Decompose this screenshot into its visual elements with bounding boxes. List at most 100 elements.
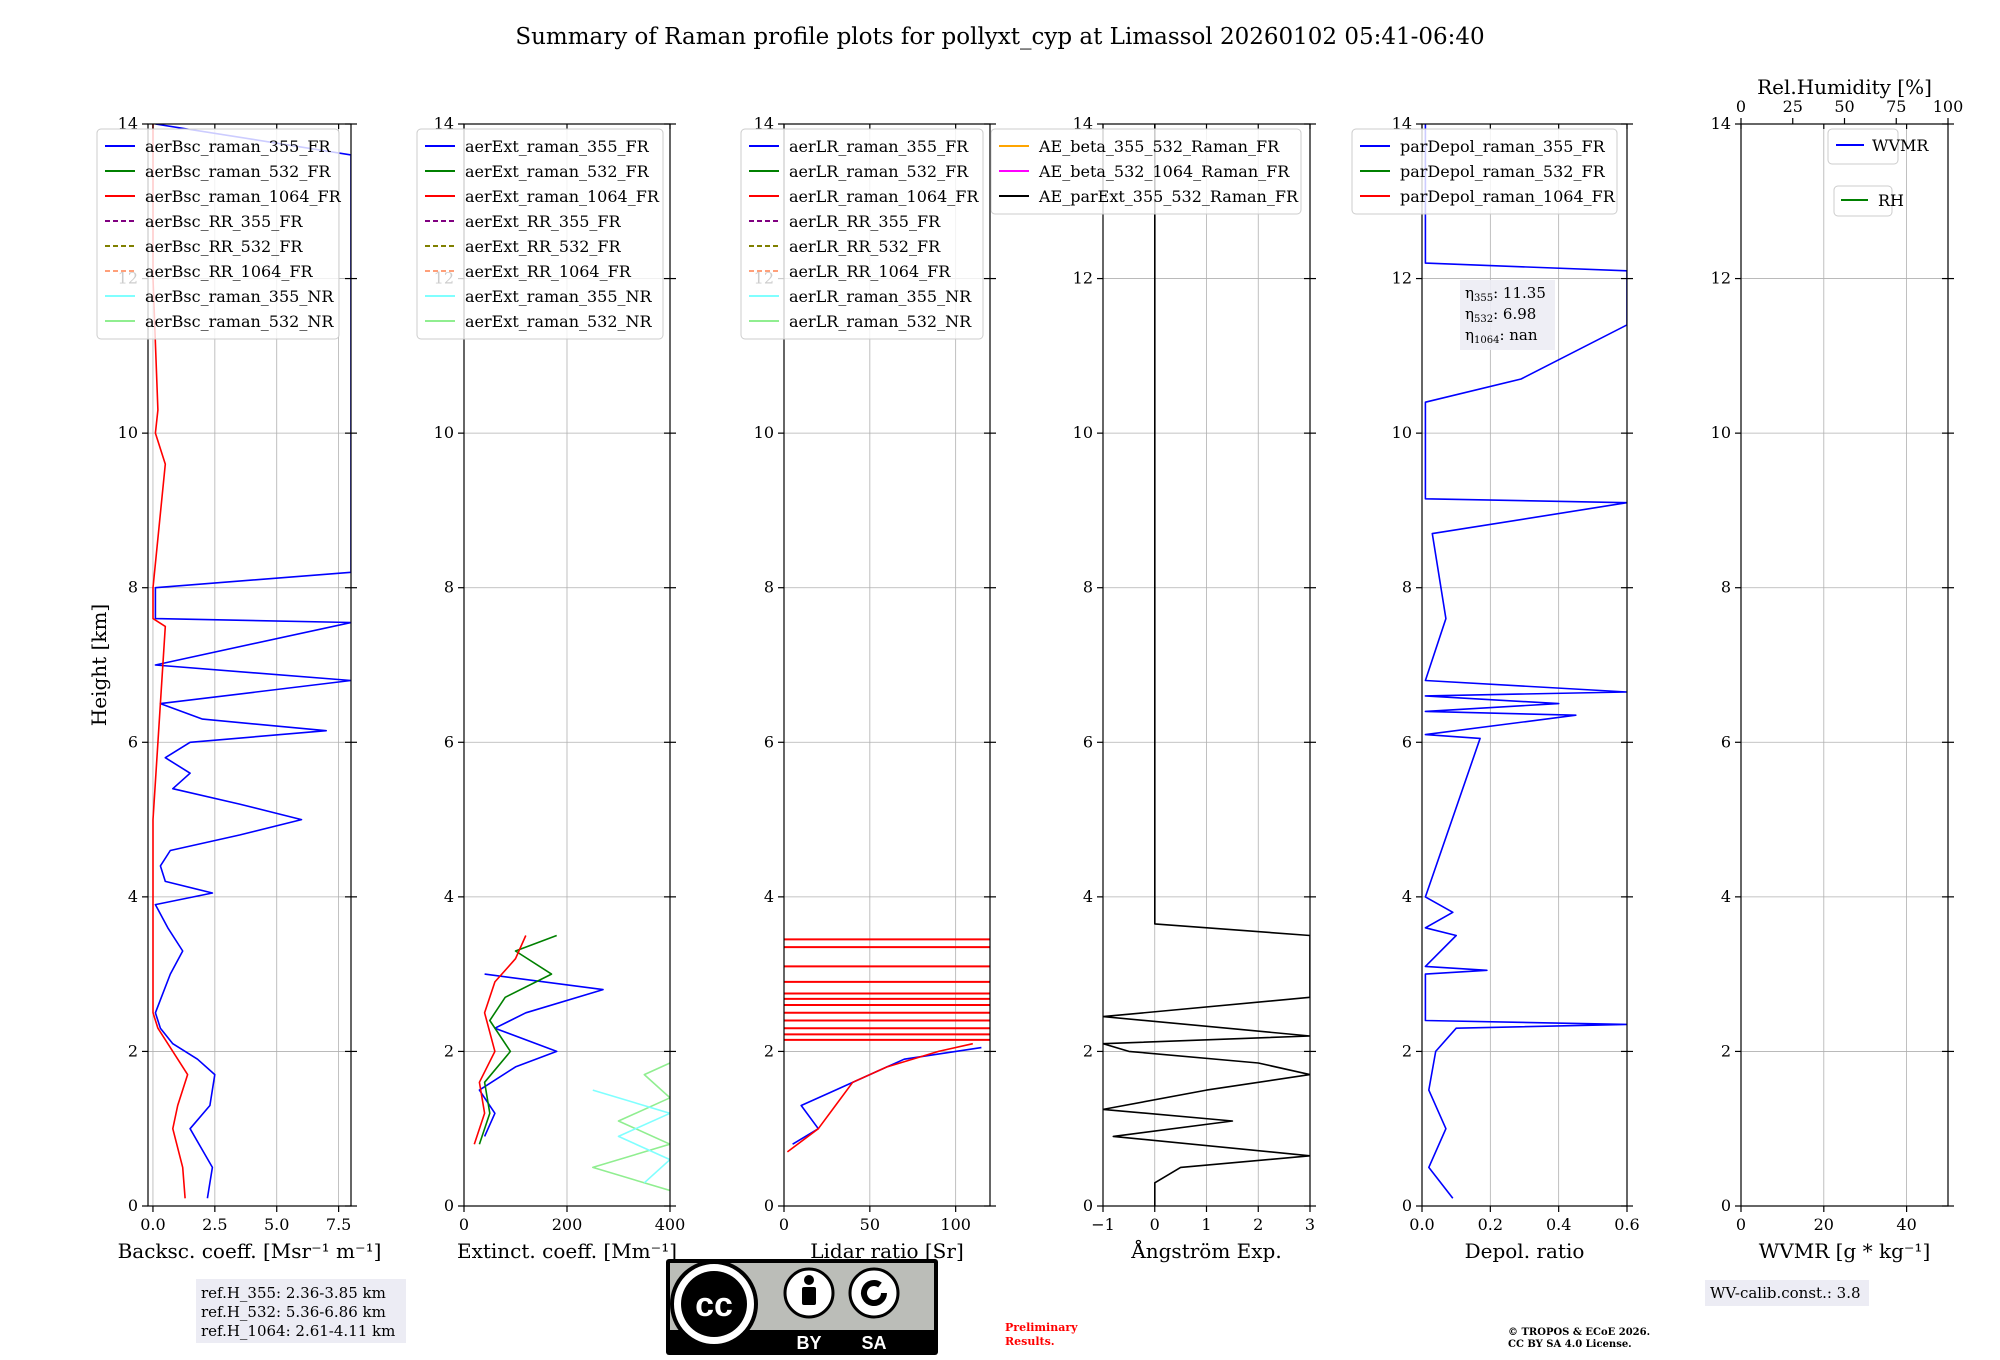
y-tick-label: 6 — [1083, 732, 1093, 751]
legend-entry: aerExt_raman_1064_FR — [465, 187, 660, 206]
top-tick-label: 100 — [1933, 97, 1964, 116]
y-tick-label: 6 — [444, 732, 454, 751]
legend-entry: aerBsc_RR_1064_FR — [145, 262, 314, 281]
legend-box — [1827, 128, 1899, 165]
legend-lr: aerLR_raman_355_FR aerLR_raman_532_FR aerL… — [740, 128, 984, 340]
legend-entry: aerBsc_raman_532_FR — [145, 162, 331, 181]
y-tick-label: 0 — [1721, 1196, 1731, 1215]
legend-dep: parDepol_raman_355_FR parDepol_raman_532_… — [1351, 128, 1618, 215]
y-tick-label: 6 — [1402, 732, 1412, 751]
ref-height-532: ref.H_532: 5.36-6.86 km — [201, 1303, 386, 1321]
y-tick-label: 14 — [1711, 114, 1731, 133]
y-tick-label: 2 — [1402, 1041, 1412, 1060]
series-group-ae — [1103, 124, 1310, 1206]
x-tick-label: 5.0 — [264, 1215, 289, 1234]
y-tick-label: 2 — [1083, 1041, 1093, 1060]
legend-entry: aerLR_RR_532_FR — [789, 237, 941, 256]
legend-entry: aerExt_RR_532_FR — [465, 237, 622, 256]
ref-heights-box: ref.H_355: 2.36-3.85 km ref.H_532: 5.36-… — [196, 1279, 406, 1343]
y-tick-label: 4 — [764, 887, 774, 906]
y-tick-label: 8 — [1402, 578, 1412, 597]
x-tick-label: 0 — [1150, 1215, 1160, 1234]
y-tick-label: 10 — [1711, 423, 1731, 442]
legend-entry: aerLR_raman_532_FR — [789, 162, 969, 181]
y-tick-label: 12 — [1392, 269, 1412, 288]
y-tick-label: 4 — [128, 887, 138, 906]
x-tick-label: 20 — [1814, 1215, 1834, 1234]
eta-box-background — [1460, 280, 1555, 350]
legend-entry: aerBsc_raman_532_NR — [145, 312, 334, 331]
x-tick-label: 40 — [1896, 1215, 1916, 1234]
x-tick-label: 0.4 — [1546, 1215, 1571, 1234]
copyright-line-2: CC BY SA 4.0 License. — [1508, 1339, 1632, 1350]
y-tick-label: 0 — [764, 1196, 774, 1215]
legend-box — [990, 128, 1302, 215]
series-group-ext — [473, 934, 670, 1192]
legend-entry: aerExt_RR_1064_FR — [465, 262, 632, 281]
y-axis-label: Height [km] — [87, 604, 111, 726]
series-line-aerExt_raman_532_NR — [591, 1062, 670, 1192]
preliminary-line-2: Results. — [1005, 1335, 1055, 1348]
x-tick-label: −1 — [1091, 1215, 1115, 1234]
axes-frame-dep — [1421, 123, 1628, 1207]
y-tick-label: 4 — [1402, 887, 1412, 906]
y-tick-label: 0 — [1083, 1196, 1093, 1215]
series-group-dep — [1424, 124, 1627, 1199]
series-line-aerLR_raman_355_FR — [792, 1046, 982, 1145]
sa-icon-arrow — [861, 1280, 887, 1306]
preliminary-line-1: Preliminary — [1005, 1321, 1078, 1334]
y-tick-label: 2 — [444, 1041, 454, 1060]
x-tick-label: 3 — [1305, 1215, 1315, 1234]
wv-calib-background — [1705, 1280, 1869, 1306]
x-tick-label: 7.5 — [326, 1215, 351, 1234]
panel-ext: 020040002468101214Extinct. coeff. [Mm⁻¹]… — [416, 114, 685, 1263]
legend-box — [416, 128, 664, 340]
series-line-aerExt_raman_355_NR — [592, 1089, 670, 1184]
panel-lr: 05010002468101214Lidar ratio [Sr]aerLR_r… — [740, 114, 996, 1263]
y-tick-label: 8 — [1721, 578, 1731, 597]
y-tick-label: 10 — [754, 423, 774, 442]
y-tick-label: 0 — [444, 1196, 454, 1215]
y-tick-label: 14 — [1073, 114, 1093, 133]
legend-entry: WVMR — [1872, 136, 1929, 155]
cc-logo-text: cc — [695, 1286, 733, 1324]
y-tick-label: 6 — [764, 732, 774, 751]
y-tick-label: 6 — [1721, 732, 1731, 751]
legend-box — [1351, 128, 1618, 215]
legend-bsc: aerBsc_raman_355_FR aerBsc_raman_532_FRae… — [96, 128, 342, 340]
y-tick-label: 10 — [434, 423, 454, 442]
y-tick-label: 14 — [434, 114, 454, 133]
grid-ae — [1102, 123, 1311, 1207]
legend-entry: aerExt_RR_355_FR — [465, 212, 622, 231]
top-axis-label: Rel.Humidity [%] — [1757, 75, 1932, 99]
x-tick-label: 200 — [552, 1215, 583, 1234]
legend-entry: AE_parExt_355_532_Raman_FR — [1038, 187, 1299, 206]
series-line-aerBsc_raman_1064_FR — [152, 124, 189, 1199]
legend-entry: aerLR_raman_1064_FR — [789, 187, 979, 206]
top-tick-label: 50 — [1834, 97, 1854, 116]
y-tick-label: 4 — [444, 887, 454, 906]
x-axis-label-bsc: Backsc. coeff. [Msr⁻¹ m⁻¹] — [118, 1239, 382, 1263]
y-tick-label: 12 — [1073, 269, 1093, 288]
ref-height-355: ref.H_355: 2.36-3.85 km — [201, 1284, 386, 1302]
legend-wv: WVMR RH — [1827, 128, 1929, 217]
x-tick-label: 0.0 — [140, 1215, 165, 1234]
ref-height-1064: ref.H_1064: 2.61-4.11 km — [201, 1322, 395, 1340]
y-tick-label: 0 — [128, 1196, 138, 1215]
x-tick-label: 0 — [459, 1215, 469, 1234]
figure-title: Summary of Raman profile plots for polly… — [515, 24, 1484, 50]
top-tick-label: 75 — [1886, 97, 1906, 116]
x-tick-label: 0 — [1736, 1215, 1746, 1234]
top-tick-label: 25 — [1783, 97, 1803, 116]
footer: ref.H_355: 2.36-3.85 km ref.H_532: 5.36-… — [196, 1259, 1869, 1355]
by-icon-head — [804, 1275, 814, 1285]
panel-wv: 0 20 40 0 2 4 6 8 10 12 14 WVMR [g * kg⁻¹] 0 25 50 75 10… — [1711, 75, 1964, 1263]
grid-wv — [1740, 123, 1948, 1207]
legend-entry: aerExt_raman_532_FR — [465, 162, 650, 181]
axes-frame-bsc — [147, 123, 352, 1207]
legend-entry: AE_beta_355_532_Raman_FR — [1038, 137, 1280, 156]
panels: 0.02.55.07.502468101214Backsc. coeff. [M… — [87, 75, 1963, 1263]
legend-ext: aerExt_raman_355_FR aerExt_raman_532_FRae… — [416, 128, 664, 340]
